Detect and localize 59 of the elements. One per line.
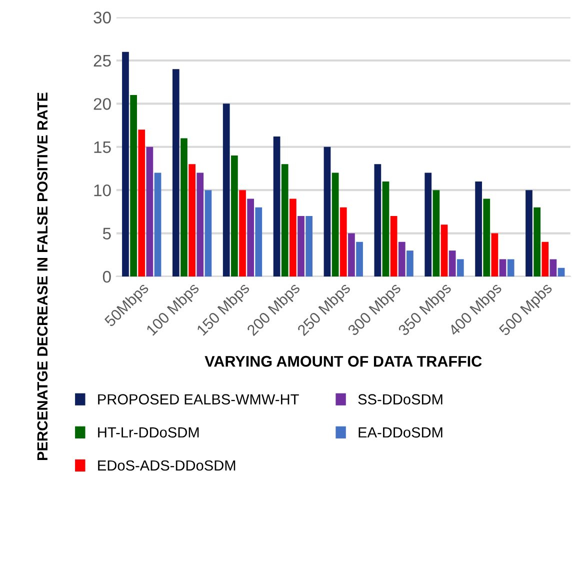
bar xyxy=(332,172,339,276)
bar xyxy=(542,242,549,276)
bar xyxy=(340,207,347,276)
bar xyxy=(239,190,246,276)
bar xyxy=(374,164,382,276)
bar xyxy=(456,259,464,276)
bar xyxy=(154,172,162,276)
bar xyxy=(475,181,482,276)
bar xyxy=(507,259,514,276)
y-tick-label: 30 xyxy=(94,12,111,24)
bar xyxy=(499,259,506,276)
legend-label: EDoS-ADS-DDoSDM xyxy=(98,460,236,471)
legend-label: PROPOSED EALBS-WMW-HT xyxy=(98,394,299,405)
bar xyxy=(204,190,212,276)
legend-label: EA-DDoSDM xyxy=(358,427,442,438)
y-tick-label: 0 xyxy=(102,270,111,283)
bar xyxy=(390,216,398,276)
bar xyxy=(196,172,204,276)
x-axis-title: VARYING AMOUNT OF DATA TRAFFIC xyxy=(204,356,482,367)
bar xyxy=(440,224,448,276)
bar xyxy=(122,52,129,276)
y-tick-label: 25 xyxy=(94,54,111,67)
y-tick-label: 20 xyxy=(94,98,111,110)
y-tick-label: 15 xyxy=(94,141,111,154)
legend-label: SS-DDoSDM xyxy=(358,394,442,405)
y-axis-title: PERCENATGE DECREASE IN FALSE POSITIVE RATE xyxy=(37,92,48,460)
bar xyxy=(281,164,288,276)
bar xyxy=(273,136,280,276)
bar xyxy=(534,207,540,276)
bar xyxy=(298,216,304,276)
bar xyxy=(526,190,532,276)
legend-label: HT-Lr-DDoSDM xyxy=(98,427,199,438)
y-tick-label: 10 xyxy=(94,184,111,196)
bar xyxy=(432,190,440,276)
bar xyxy=(448,250,456,276)
bar xyxy=(290,198,296,276)
y-tick-label: 5 xyxy=(102,228,111,240)
bar xyxy=(382,181,390,276)
bar xyxy=(188,164,196,276)
bar xyxy=(180,138,188,276)
bar xyxy=(424,172,432,276)
bar xyxy=(483,198,490,276)
bar xyxy=(247,198,254,276)
bar xyxy=(172,69,180,276)
bar xyxy=(348,233,355,276)
bar xyxy=(491,233,498,276)
bar xyxy=(231,156,238,276)
bar xyxy=(398,242,406,276)
bar xyxy=(222,104,230,276)
bar xyxy=(146,146,154,276)
bar xyxy=(255,207,262,276)
bar xyxy=(138,130,146,276)
bar xyxy=(550,259,557,276)
bar xyxy=(130,95,137,276)
bar xyxy=(324,146,331,276)
bar xyxy=(558,268,565,276)
bar xyxy=(406,250,414,276)
bar xyxy=(306,216,313,276)
bar xyxy=(356,242,363,276)
